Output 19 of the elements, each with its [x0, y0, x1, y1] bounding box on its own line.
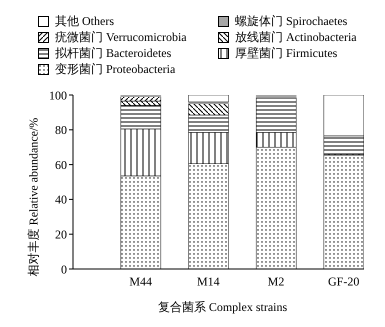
legend-label: 疣微菌门 Verrucomicrobia	[55, 29, 187, 46]
x-tick-label: GF-20	[328, 274, 360, 289]
y-tick-label: 80	[55, 123, 67, 138]
x-tick-label: M14	[197, 274, 220, 289]
legend-label: 厚壁菌门 Firmicutes	[235, 45, 338, 62]
x-tick-label: M2	[268, 274, 284, 289]
y-axis-title: 相对丰度 Relative abundance/%	[26, 118, 42, 276]
legend-label: 螺旋体门 Spirochaetes	[235, 13, 348, 30]
y-tick-label: 40	[55, 192, 67, 207]
x-tick-label: M44	[129, 274, 152, 289]
legend-label: 拟杆菌门 Bacteroidetes	[55, 45, 172, 62]
legend-label: 放线菌门 Actinobacteria	[235, 29, 357, 46]
y-tick-label: 60	[55, 158, 67, 172]
legend-label: 变形菌门 Proteobacteria	[55, 61, 176, 78]
y-tick-label: 100	[49, 88, 67, 102]
y-tick-label: 20	[55, 227, 67, 242]
legend-label: 其他 Others	[55, 13, 114, 30]
y-tick-label: 0	[61, 262, 67, 276]
x-axis-title: 复合菌系 Complex strains	[156, 299, 288, 316]
